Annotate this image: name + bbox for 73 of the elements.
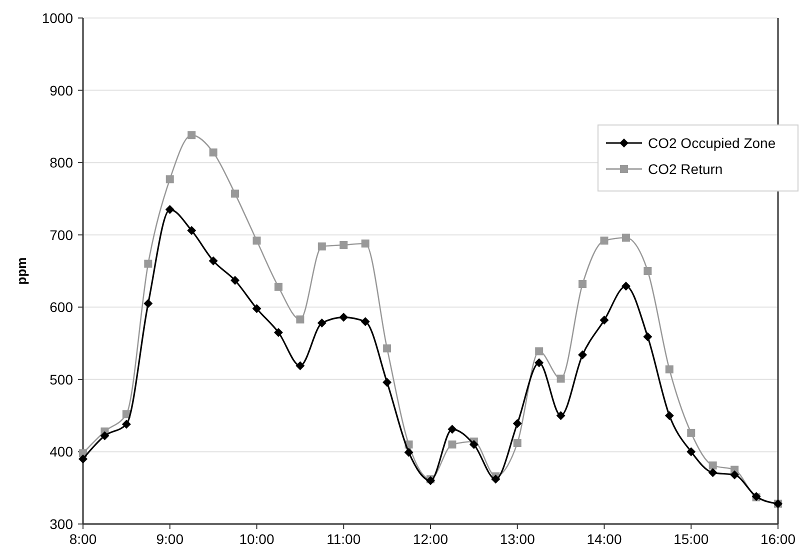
point	[296, 315, 304, 324]
point	[534, 358, 544, 368]
point	[187, 226, 196, 236]
point	[578, 280, 587, 288]
point	[296, 361, 305, 370]
y-tick-label: 800	[50, 154, 74, 171]
point	[622, 234, 630, 242]
point	[535, 347, 544, 356]
point	[100, 431, 110, 440]
y-tick-label: 300	[50, 516, 74, 532]
point	[643, 332, 652, 342]
point	[556, 411, 566, 420]
x-tick-label: 8:00	[69, 531, 97, 547]
point	[166, 175, 174, 184]
legend-label: CO2 Occupied Zone	[648, 135, 776, 151]
point	[208, 256, 218, 266]
y-tick-label: 1000	[42, 10, 74, 26]
x-tick-label: 11:00	[326, 531, 361, 547]
x-tick-label: 14:00	[586, 531, 622, 547]
point	[600, 316, 609, 325]
point	[231, 190, 240, 198]
point	[686, 447, 696, 456]
point	[578, 350, 588, 360]
point	[491, 474, 500, 484]
y-tick-label: 700	[50, 226, 74, 243]
point	[404, 448, 414, 457]
point	[556, 374, 565, 383]
x-tick-label: 13:00	[500, 531, 536, 547]
point	[383, 344, 392, 352]
y-tick-label: 500	[50, 371, 74, 388]
x-tick-label: 9:00	[156, 531, 184, 547]
point	[621, 282, 630, 291]
y-tick-label: 900	[50, 82, 74, 98]
point	[512, 419, 522, 428]
point	[144, 260, 152, 268]
point	[513, 439, 522, 448]
x-tick-label: 16:00	[760, 531, 796, 547]
point	[664, 411, 674, 420]
x-tick-label: 12:00	[412, 531, 448, 547]
point	[469, 440, 478, 449]
point	[209, 148, 218, 156]
point	[317, 318, 326, 328]
point	[708, 461, 717, 470]
point	[188, 131, 196, 140]
point	[339, 312, 348, 322]
y-axis-title: ppm	[14, 257, 29, 285]
point	[708, 468, 718, 478]
point	[448, 424, 457, 434]
point	[644, 267, 652, 275]
point	[274, 328, 283, 337]
point	[230, 276, 240, 285]
point	[448, 440, 456, 448]
point	[144, 299, 153, 308]
point	[687, 428, 696, 437]
point	[318, 242, 326, 250]
x-tick-label: 15:00	[674, 531, 709, 547]
point	[382, 378, 392, 387]
point	[274, 282, 282, 291]
point	[665, 365, 674, 374]
y-tick-label: 400	[50, 444, 74, 460]
point	[78, 454, 88, 464]
point	[730, 470, 740, 480]
point	[600, 236, 608, 245]
point	[252, 304, 262, 314]
x-tick-label: 10:00	[239, 531, 274, 547]
legend-label: CO2 Return	[648, 161, 723, 177]
point	[252, 236, 261, 245]
point	[360, 317, 370, 326]
point	[165, 205, 174, 214]
point	[361, 240, 370, 248]
point	[122, 420, 131, 429]
point	[340, 240, 348, 249]
y-tick-label: 600	[50, 299, 74, 316]
